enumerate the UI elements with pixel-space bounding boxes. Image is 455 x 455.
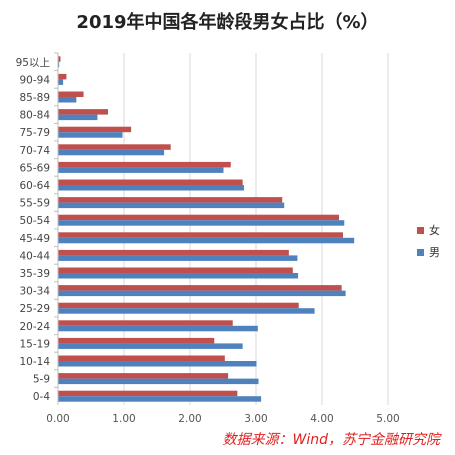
bar-female — [58, 337, 215, 344]
bar-male — [58, 290, 346, 297]
source-note: 数据来源：Wind，苏宁金融研究院 — [222, 432, 441, 448]
y-tick-label: 50-54 — [19, 215, 50, 227]
bar-male — [58, 97, 77, 103]
x-tick-label: 2.00 — [178, 413, 201, 425]
legend-swatch-male — [417, 248, 424, 256]
y-tick-label: 80-84 — [19, 110, 50, 122]
y-tick-label: 90-94 — [19, 74, 50, 86]
bar-female — [58, 390, 238, 397]
legend-label-male: 男 — [429, 246, 440, 259]
y-tick-label: 30-34 — [19, 286, 50, 298]
gridlines — [54, 52, 389, 405]
legend-item-female: 女 — [417, 219, 440, 241]
legend-label-female: 女 — [429, 224, 440, 237]
bar-male — [58, 79, 64, 85]
bar-female — [58, 355, 225, 361]
y-tick-label: 70-74 — [19, 145, 50, 157]
legend-item-male: 男 — [417, 241, 440, 263]
bar-male — [58, 273, 299, 279]
bar-male — [58, 343, 243, 349]
bar-male — [58, 202, 285, 209]
bar-female — [58, 320, 233, 326]
y-tick-label: 55-59 — [19, 198, 50, 210]
y-tick-label: 60-64 — [19, 180, 50, 192]
bar-male — [58, 396, 262, 402]
y-tick-label: 85-89 — [19, 92, 50, 104]
bar-female — [58, 197, 283, 203]
y-tick-label: 25-29 — [19, 303, 50, 315]
y-tick-label: 5-9 — [33, 374, 50, 386]
bar-female — [58, 109, 108, 115]
bar-female — [58, 126, 132, 133]
y-tick-label: 0-4 — [33, 391, 50, 403]
y-tick-label: 95以上 — [16, 57, 50, 69]
legend: 女 男 — [417, 219, 440, 263]
y-tick-label: 15-19 — [19, 338, 50, 350]
bar-female — [58, 285, 342, 291]
y-tick-label: 20-24 — [19, 321, 50, 333]
bar-male — [58, 132, 123, 138]
x-tick-label: 3.00 — [244, 413, 267, 425]
bar-female — [58, 232, 343, 238]
x-tick-label: 1.00 — [112, 413, 135, 425]
bar-male — [58, 61, 60, 68]
y-tick-label: 65-69 — [19, 162, 50, 174]
bar-female — [58, 267, 293, 273]
y-tick-label: 35-39 — [19, 268, 50, 280]
bar-male — [58, 325, 258, 332]
bar-male — [58, 167, 224, 173]
bar-male — [58, 378, 259, 385]
bar-male — [58, 114, 98, 121]
bar-male — [58, 237, 355, 244]
bar-female — [58, 144, 171, 150]
axis-labels: 0.00 1.00 2.00 3.00 4.00 5.00 0-4 5-9 10-14 15-19… — [16, 57, 400, 425]
bar-male — [58, 361, 257, 367]
y-tick-label: 40-44 — [19, 250, 50, 262]
bar-male — [58, 255, 298, 261]
bar-female — [58, 373, 229, 379]
bar-female — [58, 56, 61, 62]
bar-female — [58, 91, 84, 97]
bar-female — [58, 73, 67, 80]
x-tick-label: 4.00 — [310, 413, 333, 425]
y-tick-label: 45-49 — [19, 233, 50, 245]
bar-female — [58, 302, 299, 309]
chart-title: 2019年中国各年龄段男女占比（%） — [76, 12, 379, 33]
x-tick-label: 5.00 — [376, 413, 399, 425]
bar-male — [58, 149, 165, 156]
bar-male — [58, 308, 315, 314]
bars — [58, 56, 355, 402]
bar-female — [58, 249, 289, 256]
y-tick-label: 75-79 — [19, 127, 50, 139]
x-tick-label: 0.00 — [46, 413, 69, 425]
y-tick-label: 10-14 — [19, 356, 50, 368]
bar-male — [58, 185, 244, 191]
bar-male — [58, 220, 345, 226]
bar-female — [58, 179, 243, 185]
bar-female — [58, 214, 339, 221]
legend-swatch-female — [417, 226, 424, 234]
bar-female — [58, 161, 231, 168]
